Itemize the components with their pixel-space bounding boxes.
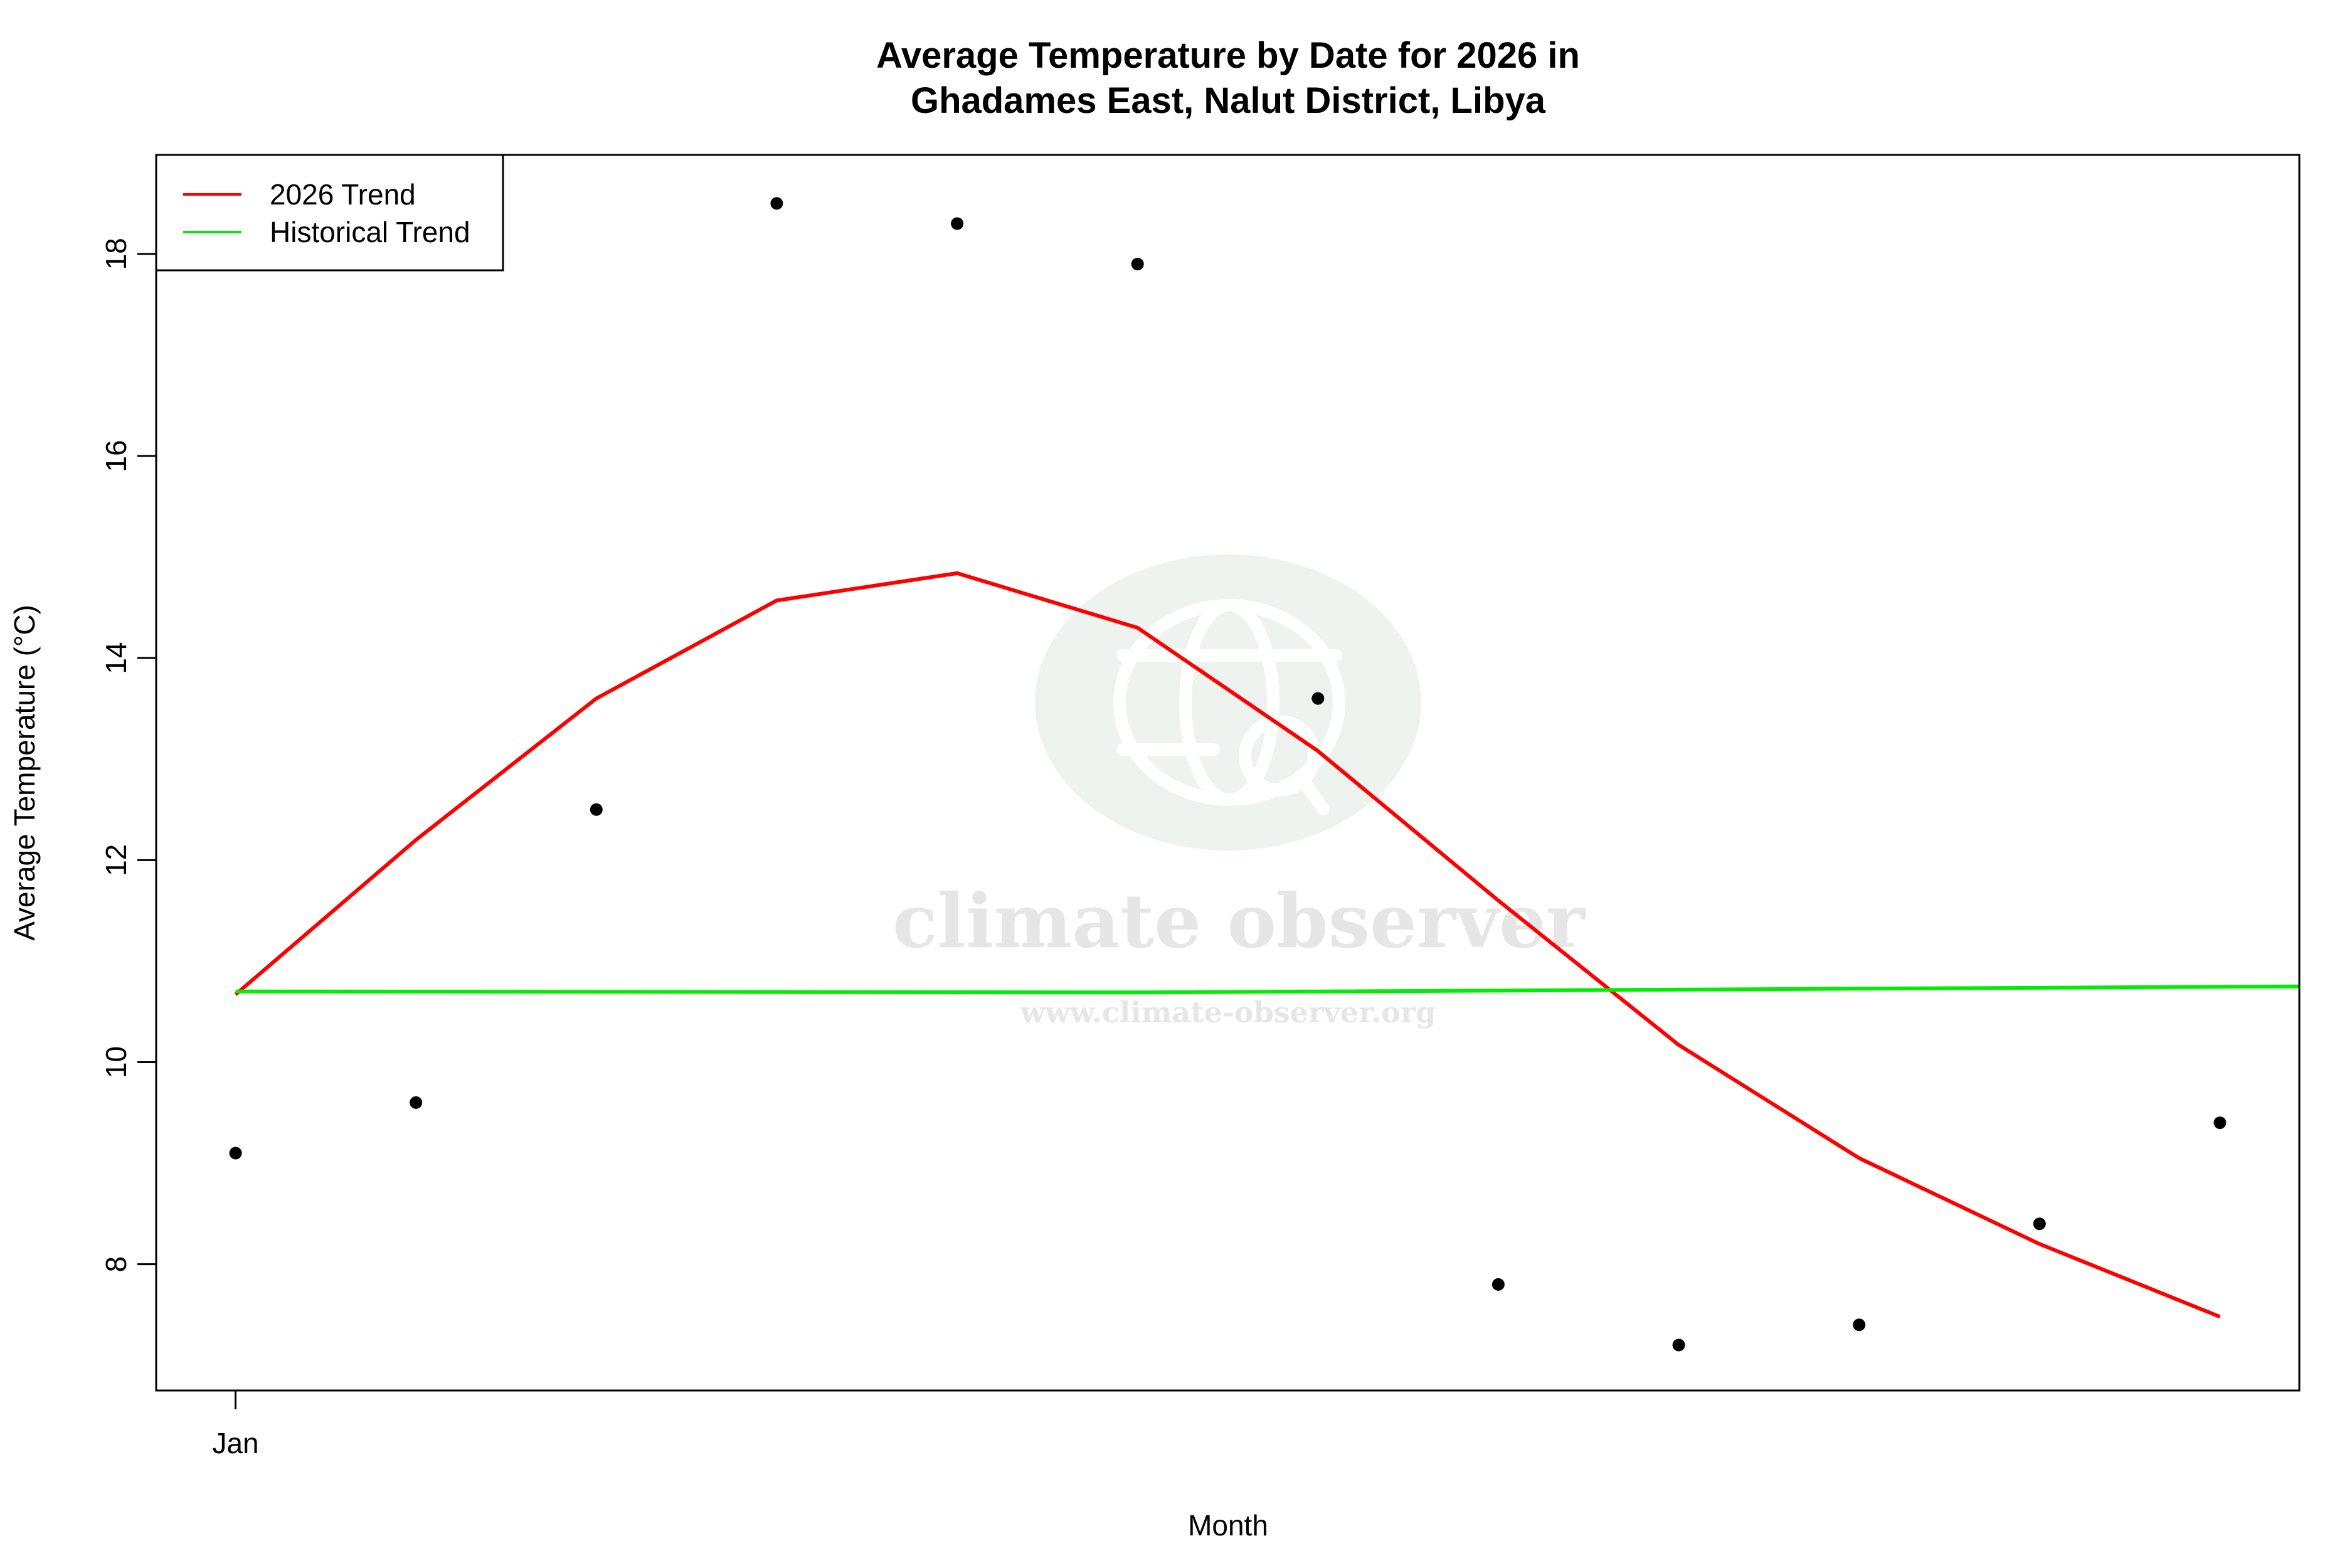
data-point (951, 217, 964, 230)
series-line-2026-trend (234, 571, 2221, 1319)
x-tick-label: Jan (212, 1427, 258, 1459)
data-point (1672, 1338, 1685, 1352)
x-axis: Jan (212, 1391, 259, 1459)
y-tick-label: 8 (100, 1256, 132, 1273)
data-point (590, 803, 603, 816)
data-point (2213, 1116, 2227, 1130)
y-tick-label: 14 (100, 642, 132, 674)
legend-box (155, 154, 504, 272)
data-point (1853, 1318, 1866, 1332)
legend-label-2026-trend: 2026 Trend (270, 178, 416, 211)
data-point (229, 1147, 242, 1160)
y-axis: 8 10 12 14 16 18 (100, 238, 156, 1272)
series-line-historical-trend (235, 984, 2300, 995)
plot-frame (155, 154, 2301, 1392)
watermark-brand: climate observer (893, 877, 1586, 965)
x-axis-label: Month (1188, 1509, 1268, 1542)
y-tick-label: 18 (100, 238, 132, 270)
globe-search-icon (1113, 599, 1345, 815)
y-tick-label: 12 (100, 844, 132, 876)
data-point (2033, 1217, 2046, 1231)
y-tick-label: 10 (100, 1046, 132, 1078)
chart-title-line-2: Ghadames East, Nalut District, Libya (911, 80, 1546, 121)
data-point (1491, 1278, 1505, 1291)
chart-title-line-1: Average Temperature by Date for 2026 in (876, 35, 1580, 76)
legend: 2026 Trend Historical Trend (155, 154, 504, 272)
legend-label-historical-trend: Historical Trend (270, 216, 470, 248)
series-layer (234, 571, 2300, 1319)
y-axis-label: Average Temperature (°C) (8, 605, 41, 941)
watermark-url: www.climate-observer.org (1020, 995, 1436, 1029)
data-points (229, 197, 2227, 1352)
y-tick-label: 16 (100, 440, 132, 472)
watermark-globe-background (1035, 554, 1421, 850)
watermark: climate observer www.climate-observer.or… (893, 554, 1586, 1029)
data-point (1131, 258, 1144, 270)
data-point (770, 197, 783, 210)
data-point (1311, 692, 1325, 705)
data-point (410, 1096, 423, 1109)
